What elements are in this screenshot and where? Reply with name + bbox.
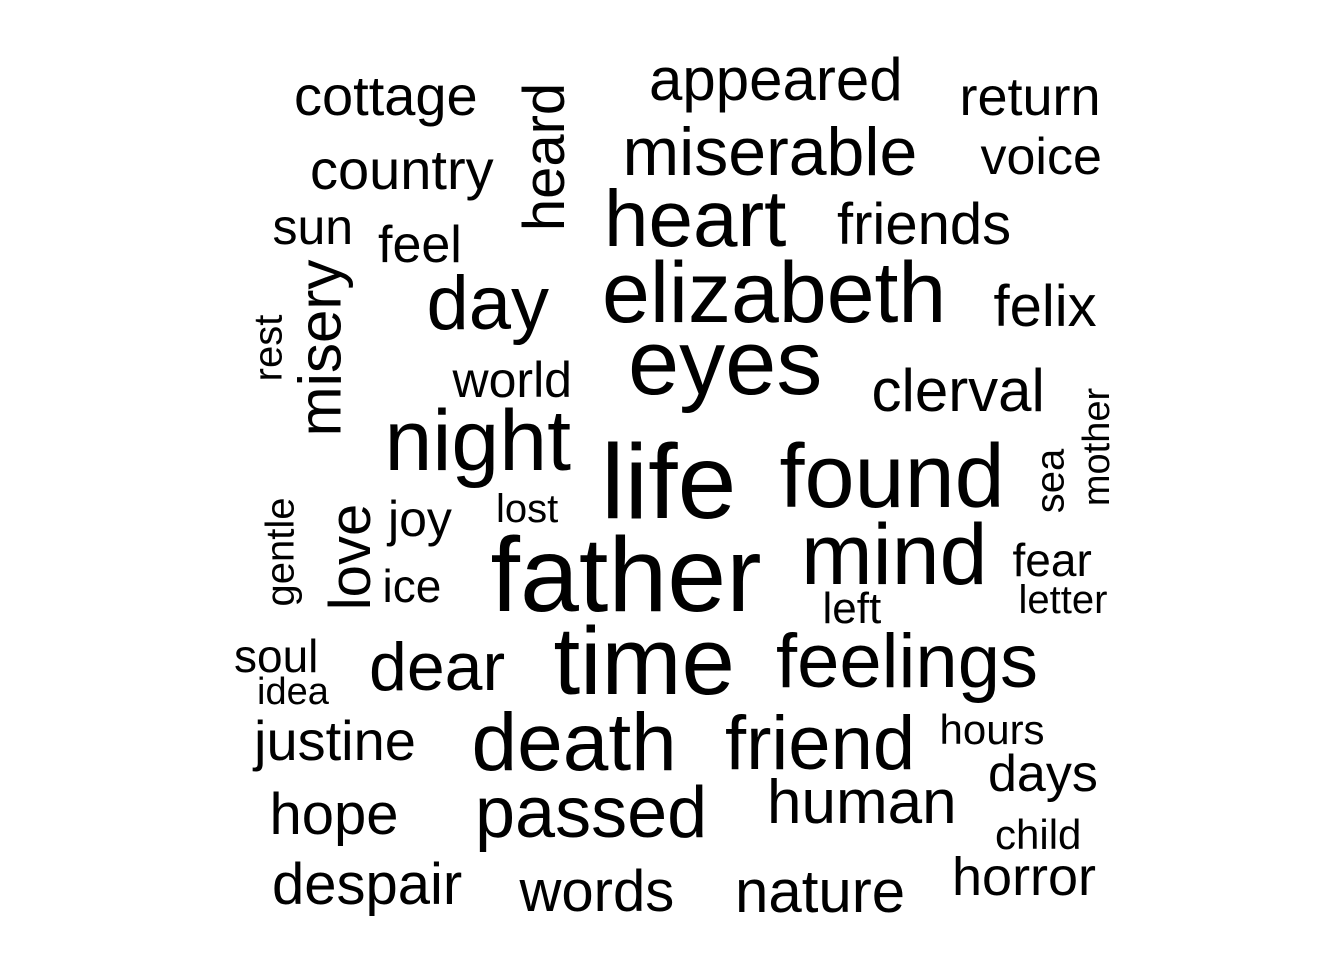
word-cottage: cottage [294,64,478,127]
word-world: world [452,352,572,408]
word-friends: friends [837,192,1012,257]
word-hours: hours [939,706,1045,753]
word-horror: horror [952,847,1097,907]
word-ice: ice [382,560,442,612]
word-left: left [822,584,882,633]
word-rest: rest [245,314,290,382]
word-sea: sea [1027,448,1072,514]
word-nature: nature [735,858,906,925]
word-appeared: appeared [649,46,903,113]
word-feelings: feelings [776,619,1038,704]
word-life: life [601,423,737,541]
word-sun: sun [272,199,354,255]
word-feel: feel [378,216,462,274]
word-justine: justine [254,709,416,772]
word-clerval: clerval [871,357,1045,424]
word-fear: fear [1012,534,1092,586]
word-child: child [995,811,1082,858]
word-time: time [553,608,735,715]
word-night: night [384,393,572,489]
word-hope: hope [269,782,399,847]
word-country: country [310,138,494,201]
word-idea: idea [257,671,329,713]
word-felix: felix [993,274,1097,339]
word-death: death [471,697,677,788]
word-elizabeth: elizabeth [602,245,947,341]
word-miserable: miserable [622,114,918,190]
word-words: words [519,859,675,924]
word-joy: joy [388,491,452,547]
word-heart: heart [604,174,787,263]
word-misery: misery [285,259,353,437]
word-day: day [426,261,550,346]
word-mother: mother [1076,387,1119,507]
word-soul: soul [234,630,319,682]
word-dear: dear [369,629,506,705]
word-friend: friend [725,701,916,786]
word-passed: passed [475,773,708,853]
word-despair: despair [272,852,463,917]
word-gentle: gentle [257,497,302,607]
word-heard: heard [512,82,578,232]
word-return: return [959,67,1101,127]
word-love: love [318,503,384,611]
word-mind: mind [801,507,988,603]
word-letter: letter [1018,578,1108,622]
word-voice: voice [980,128,1102,186]
word-days: days [988,745,1098,803]
word-father: father [490,516,762,634]
word-lost: lost [496,487,559,531]
word-eyes: eyes [628,312,823,414]
word-human: human [767,768,957,837]
word-found: found [779,427,1005,527]
